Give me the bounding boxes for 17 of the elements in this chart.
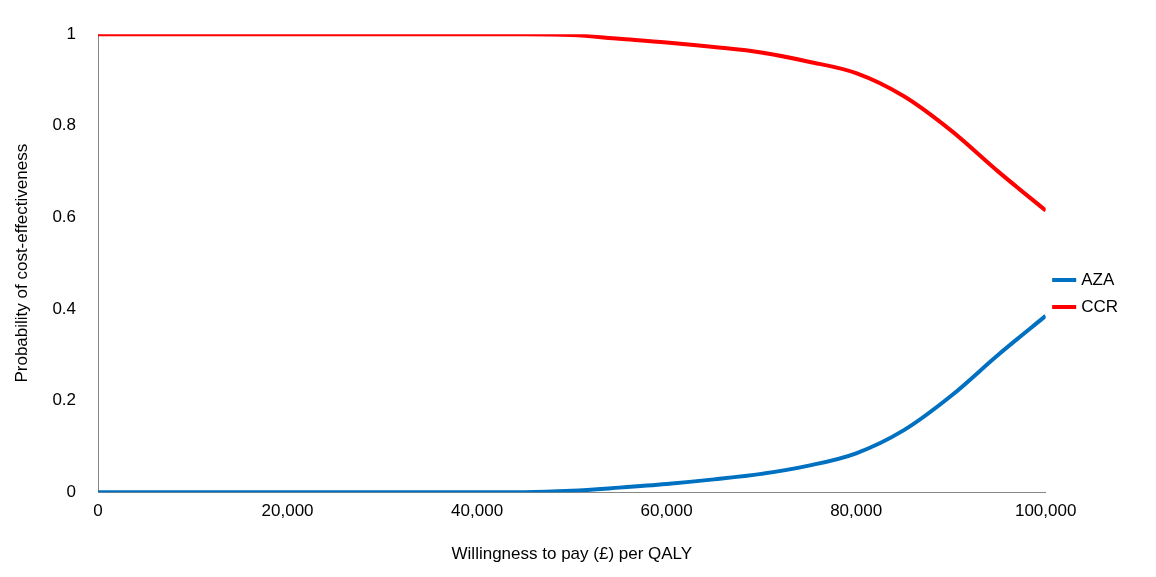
y-tick-label: 0.4: [52, 298, 77, 318]
legend-label: CCR: [1081, 296, 1119, 316]
line-series: [98, 34, 1046, 213]
y-tick-label: 0.8: [52, 115, 77, 135]
x-tick-label: 20,000: [261, 501, 314, 521]
y-axis-title: Probability of cost-effectiveness: [11, 143, 31, 383]
x-tick-label: 100,000: [1014, 501, 1077, 521]
x-axis-title: Willingness to pay (£) per QALY: [451, 544, 693, 564]
x-tick-label: 60,000: [640, 501, 693, 521]
y-tick-label: 0.2: [52, 390, 77, 410]
y-tick-label: 0.6: [52, 207, 77, 227]
y-tick-label: 1: [66, 23, 77, 43]
x-tick-label: 0: [93, 501, 103, 521]
y-tick-label: 0: [66, 481, 77, 501]
x-tick-label: 80,000: [830, 501, 883, 521]
x-tick-label: 40,000: [451, 501, 504, 521]
legend-label: AZA: [1081, 269, 1115, 289]
